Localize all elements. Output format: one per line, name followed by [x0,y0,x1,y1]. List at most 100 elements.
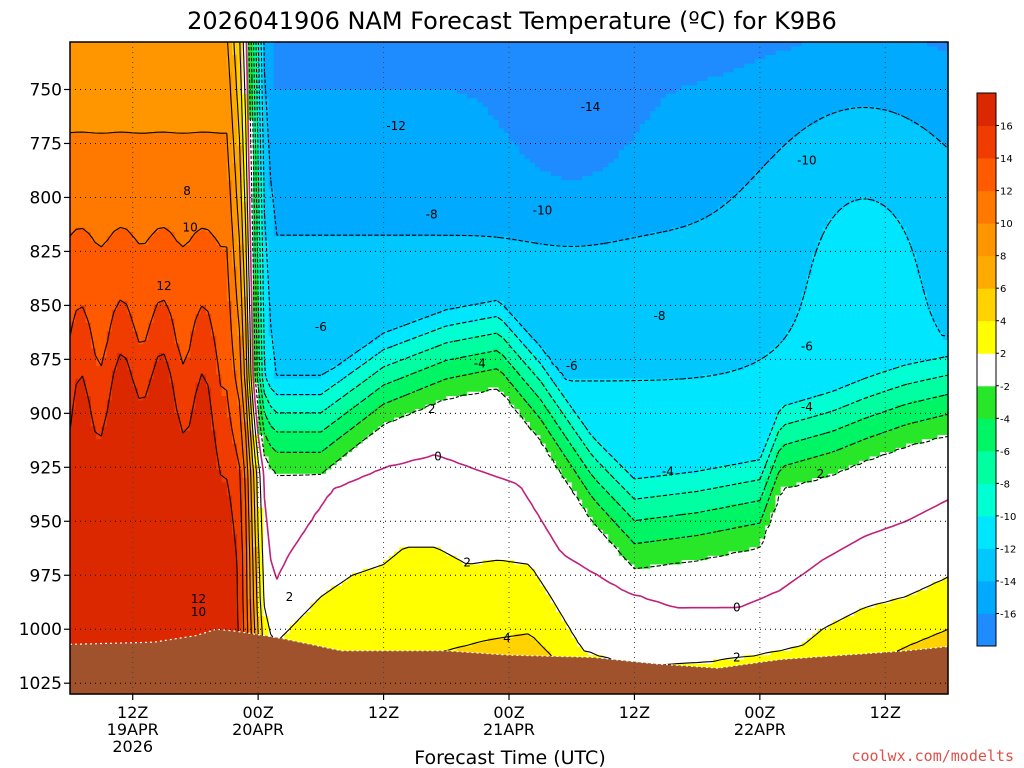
temperature-cell [305,413,312,432]
temperature-cell [571,378,578,414]
colorbar-label: 6 [1000,284,1006,295]
temperature-cell [211,42,217,134]
temperature-cell [686,473,693,492]
temperature-cell [880,370,886,393]
temperature-cell [838,210,845,389]
temperature-cell [394,417,400,553]
temperature-cell [310,236,317,380]
temperature-cell [644,42,651,121]
temperature-cell [650,111,656,233]
temperature-cell [571,180,578,246]
temperature-cell [409,89,416,237]
contour-label: -14 [581,100,601,114]
temperature-cell [488,370,494,389]
colorbar-label: 10 [1000,219,1013,230]
temperature-cell [378,352,385,371]
temperature-cell [660,538,667,566]
temperature-cell [618,555,625,665]
temperature-cell [310,42,317,91]
temperature-cell [535,378,541,397]
temperature-cell [346,452,353,579]
temperature-cell [702,219,709,376]
contour-line [255,41,949,500]
temperature-cell [644,499,651,518]
temperature-cell [326,89,332,237]
temperature-cell [456,560,463,648]
temperature-cell [414,89,421,237]
temperature-cell [566,482,573,630]
temperature-cell [226,180,233,302]
temperature-cell [613,482,620,501]
temperature-cell [738,188,745,371]
temperature-cell [911,361,918,384]
temperature-cell [644,516,651,544]
temperature-cell [294,452,301,475]
colorbar-label: -12 [1000,544,1016,555]
temperature-cell [550,439,557,462]
temperature-cell [796,400,803,423]
temperature-cell [900,599,907,648]
temperature-cell [263,456,270,617]
temperature-cell [247,430,254,471]
temperature-cell [848,404,855,423]
temperature-cell [561,396,568,414]
temperature-cell [801,482,808,643]
colorbar-label: 12 [1000,187,1013,198]
temperature-cell [441,42,447,91]
temperature-cell [728,465,735,488]
temperature-cell [582,443,588,466]
temperature-cell [921,42,928,129]
temperature-cell [216,374,223,471]
temperature-cell [927,309,933,363]
contour-line [69,226,251,695]
temperature-cell [775,149,782,345]
temperature-cell [258,318,264,389]
temperature-cell [461,564,468,648]
temperature-cell [132,240,139,332]
temperature-cell [388,348,395,367]
temperature-cell [853,106,860,203]
temperature-cell [514,145,521,242]
temperature-cell [320,374,327,393]
temperature-cell [623,240,630,380]
temperature-cell [237,404,244,471]
temperature-cell [895,365,902,389]
temperature-cell [671,227,677,380]
temperature-cell [430,383,437,406]
temperature-cell [461,305,468,324]
temperature-cell [153,305,160,363]
temperature-cell [676,564,683,665]
temperature-cell [655,495,662,518]
credit-link[interactable]: coolwx.com/modelts [851,747,1014,765]
temperature-cell [529,391,536,410]
contour-label: 2 [428,402,436,416]
temperature-cell [388,89,395,237]
temperature-cell [153,231,160,306]
temperature-cell [529,370,536,393]
temperature-cell [576,478,583,501]
temperature-cell [838,447,845,471]
temperature-cell [514,318,521,337]
terrain-edge [69,628,949,669]
temperature-cell [937,396,944,419]
temperature-cell [686,85,693,224]
temperature-cell [822,413,829,436]
temperature-cell [352,370,359,389]
temperature-cell [806,456,813,484]
temperature-cell [237,145,244,246]
temperature-cell [273,396,280,414]
temperature-cell [195,42,202,134]
temperature-cell [859,106,865,199]
temperature-cell [514,391,521,410]
temperature-cell [723,42,730,73]
temperature-cell [456,42,463,95]
contour-line [233,41,265,695]
temperature-cell [869,417,876,436]
temperature-cell [806,42,813,125]
temperature-cell [671,378,677,475]
temperature-cell [420,370,426,389]
temperature-cell [127,42,134,134]
temperature-cell [305,452,312,475]
temperature-cell [853,421,860,445]
temperature-cell [242,478,249,665]
